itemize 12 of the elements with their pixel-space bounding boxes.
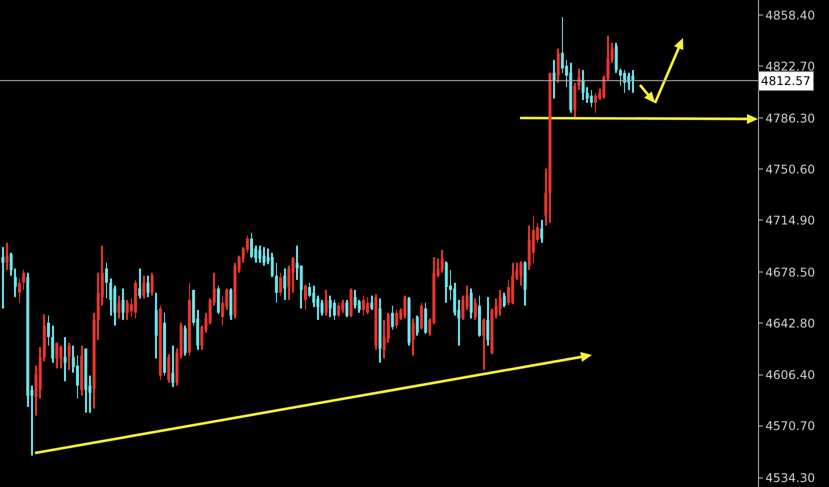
y-tick-label: 4786.30	[765, 111, 816, 126]
y-tick-label: 4606.40	[765, 368, 816, 382]
y-tick-label: 4534.30	[765, 471, 816, 486]
y-tick-label: 4750.60	[765, 162, 816, 176]
y-tick-label: 4642.80	[765, 316, 816, 330]
y-tick-label: 4858.40	[765, 8, 816, 22]
ref-line-label: 4812.57	[761, 74, 811, 88]
candlestick	[1, 247, 4, 308]
y-tick-label: 4678.50	[765, 265, 816, 280]
y-tick-label: 4570.70	[765, 419, 816, 434]
y-tick-label: 4822.70	[765, 59, 816, 74]
y-tick-label: 4714.90	[765, 213, 816, 228]
